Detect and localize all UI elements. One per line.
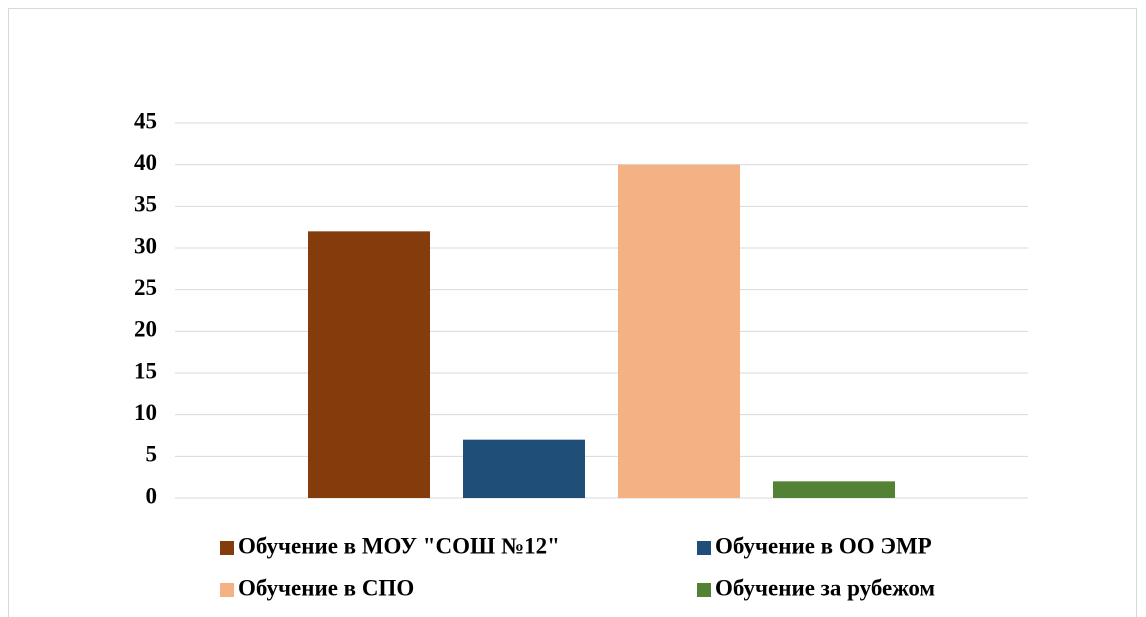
y-tick-label: 45 — [134, 108, 157, 133]
y-tick-label: 10 — [134, 400, 157, 425]
y-tick-label: 20 — [134, 317, 157, 342]
y-tick-label: 30 — [134, 233, 157, 258]
y-tick-label: 25 — [134, 275, 157, 300]
y-tick-label: 0 — [146, 483, 158, 508]
bar — [308, 231, 430, 499]
y-tick-label: 15 — [134, 358, 157, 383]
bar — [463, 439, 585, 498]
bar — [773, 481, 895, 498]
legend-label: Обучение в ОО ЭМР — [715, 533, 932, 558]
y-tick-label: 35 — [134, 192, 157, 217]
y-tick-label: 40 — [134, 150, 157, 175]
legend-label: Обучение в СПО — [238, 575, 414, 600]
bar — [618, 164, 740, 498]
chart-frame — [8, 8, 1137, 617]
legend-swatch — [697, 541, 711, 555]
legend-swatch — [220, 583, 234, 597]
y-tick-label: 5 — [146, 442, 158, 467]
legend-label: Обучение в МОУ "СОШ №12" — [238, 533, 560, 558]
legend-swatch — [697, 583, 711, 597]
legend-swatch — [220, 541, 234, 555]
legend-label: Обучение за рубежом — [715, 575, 935, 600]
